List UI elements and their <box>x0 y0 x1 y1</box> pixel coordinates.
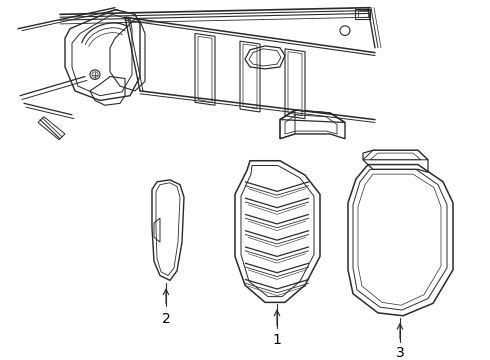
Text: 3: 3 <box>395 346 404 360</box>
Text: 1: 1 <box>272 333 281 347</box>
Text: 2: 2 <box>162 312 171 326</box>
